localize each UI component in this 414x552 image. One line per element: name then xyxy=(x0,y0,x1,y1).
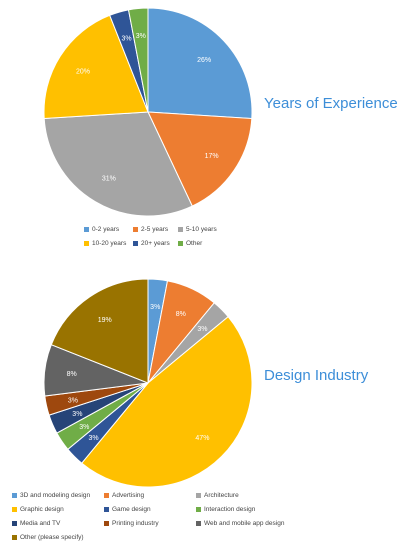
experience-slice-5-10-years xyxy=(43,111,193,217)
experience-legend-swatch xyxy=(84,227,89,232)
experience-legend-item: Other xyxy=(178,240,202,247)
industry-legend-item: Advertising xyxy=(104,492,144,499)
industry-legend-item: Interaction design xyxy=(196,506,255,513)
industry-legend-item: 3D and modeling design xyxy=(12,492,90,499)
experience-legend-item: 5-10 years xyxy=(178,226,217,233)
experience-slice-2-5-years xyxy=(147,111,253,207)
industry-legend-item: Printing industry xyxy=(104,520,159,527)
industry-legend-item: Architecture xyxy=(196,492,239,499)
industry-slice-label: 19% xyxy=(98,317,112,324)
industry-legend-label: Graphic design xyxy=(20,506,64,513)
industry-slice-label: 8% xyxy=(176,311,186,318)
experience-legend-label: Other xyxy=(186,240,203,247)
experience-legend-label: 10-20 years xyxy=(92,240,127,247)
industry-slice-label: 3% xyxy=(79,424,89,431)
years-of-experience-title: Years of Experience xyxy=(264,95,398,112)
industry-legend-swatch xyxy=(104,493,109,498)
industry-legend-label: Interaction design xyxy=(204,506,256,513)
industry-slice-label: 3% xyxy=(150,304,160,311)
experience-legend-swatch xyxy=(178,241,183,246)
experience-slice-0-2-years xyxy=(147,7,253,120)
industry-legend-swatch xyxy=(104,521,109,526)
experience-slice-label: 31% xyxy=(102,176,116,183)
industry-slice-label: 47% xyxy=(195,435,209,442)
experience-legend-item: 0-2 years xyxy=(84,226,119,233)
experience-legend-label: 20+ years xyxy=(141,240,170,247)
industry-legend-item: Game design xyxy=(104,506,151,513)
experience-legend-label: 2-5 years xyxy=(141,226,169,233)
industry-legend-item: Web and mobile app design xyxy=(196,520,284,527)
experience-slice-10-20-years xyxy=(43,14,149,120)
industry-legend-label: Architecture xyxy=(204,492,239,499)
industry-legend-swatch xyxy=(12,521,17,526)
industry-legend-label: Media and TV xyxy=(20,520,61,527)
experience-slice-label: 3% xyxy=(136,33,146,40)
experience-slice-label: 26% xyxy=(197,57,211,64)
industry-legend-item: Other (please specify) xyxy=(12,534,84,541)
experience-legend-swatch xyxy=(84,241,89,246)
design-industry-title: Design Industry xyxy=(264,367,369,384)
experience-slice-label: 3% xyxy=(121,36,131,43)
experience-legend-swatch xyxy=(178,227,183,232)
industry-legend-swatch xyxy=(196,507,201,512)
experience-slice-label: 17% xyxy=(205,153,219,160)
industry-legend-swatch xyxy=(196,521,201,526)
industry-legend-label: 3D and modeling design xyxy=(20,492,91,499)
industry-legend-swatch xyxy=(12,507,17,512)
industry-legend-label: Web and mobile app design xyxy=(204,520,285,527)
industry-legend-item: Media and TV xyxy=(12,520,60,527)
industry-legend-swatch xyxy=(12,535,17,540)
industry-legend-label: Advertising xyxy=(112,492,145,499)
industry-legend-swatch xyxy=(196,493,201,498)
experience-legend-label: 0-2 years xyxy=(92,226,120,233)
industry-legend-label: Other (please specify) xyxy=(20,534,84,541)
experience-slice-label: 20% xyxy=(76,68,90,75)
industry-legend-item: Graphic design xyxy=(12,506,64,513)
industry-slice-label: 3% xyxy=(197,326,207,333)
industry-legend-label: Printing industry xyxy=(112,520,159,527)
industry-slice-label: 3% xyxy=(68,397,78,404)
experience-legend-swatch xyxy=(133,227,138,232)
industry-legend-label: Game design xyxy=(112,506,151,513)
experience-legend-item: 2-5 years xyxy=(133,226,168,233)
experience-slice-other xyxy=(127,7,149,113)
experience-legend-item: 20+ years xyxy=(133,240,170,247)
industry-slice-label: 8% xyxy=(67,371,77,378)
experience-legend-swatch xyxy=(133,241,138,246)
industry-slice-other-please-specify xyxy=(50,278,149,384)
experience-legend-item: 10-20 years xyxy=(84,240,126,247)
industry-legend-swatch xyxy=(12,493,17,498)
industry-legend-swatch xyxy=(104,507,109,512)
experience-legend-label: 5-10 years xyxy=(186,226,217,233)
industry-slice-label: 3% xyxy=(72,411,82,418)
industry-slice-label: 3% xyxy=(89,435,99,442)
industry-slice-graphic-design xyxy=(81,316,253,488)
